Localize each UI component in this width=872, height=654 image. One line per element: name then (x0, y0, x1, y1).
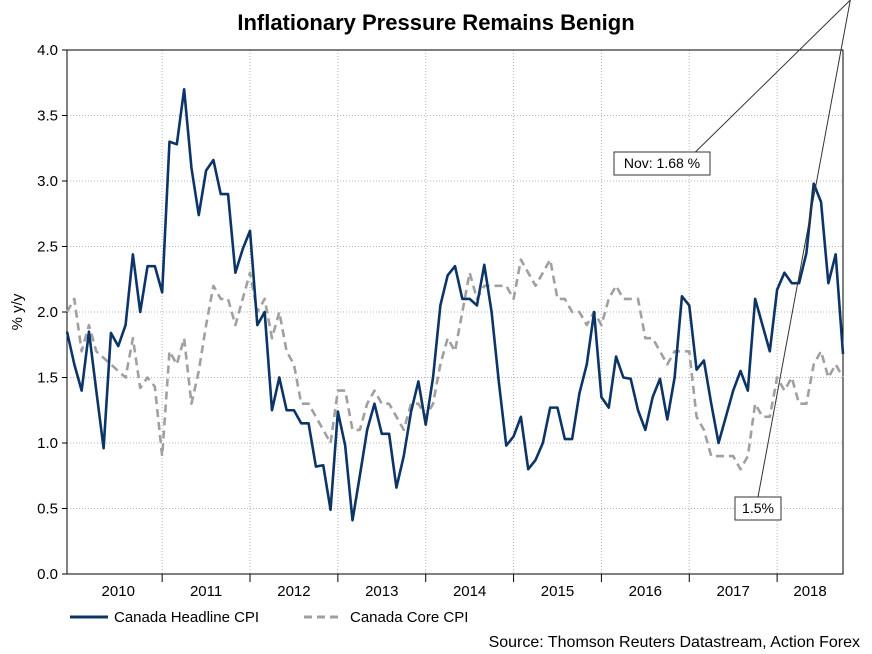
annotation-core-text: 1.5% (742, 500, 774, 516)
y-tick-label: 1.5 (37, 370, 58, 387)
x-tick-label: 2017 (717, 583, 750, 600)
y-tick-label: 2.0 (37, 304, 58, 321)
x-tick-label: 2016 (629, 583, 662, 600)
annotation-headline-leader (671, 0, 851, 176)
annotation-headline-box (613, 151, 711, 176)
x-tick-label: 2012 (277, 583, 310, 600)
series-core-cpi (65, 258, 845, 471)
y-tick-label: 2.5 (37, 239, 58, 256)
source-note: Source: Thomson Reuters Datastream, Acti… (489, 634, 860, 651)
y-tick-label: 3.5 (37, 108, 58, 125)
chart-title: Inflationary Pressure Remains Benign (237, 10, 634, 35)
y-tick-label: 3.0 (37, 173, 58, 190)
x-tick-label: 2015 (541, 583, 574, 600)
x-tick-label: 2010 (102, 583, 135, 600)
x-tick-label: 2011 (190, 583, 222, 600)
x-tick-label: 2018 (793, 583, 826, 600)
annotation-headline: Nov: 1.68 % (613, 0, 851, 176)
y-tick-label: 1.0 (37, 435, 58, 452)
series-headline-cpi (65, 88, 845, 522)
x-tick-label: 2013 (365, 583, 398, 600)
y-axis-label: % y/y (9, 293, 26, 330)
annotation-core-leader (757, 0, 851, 498)
gridlines (67, 50, 843, 574)
core-cpi-line (65, 258, 845, 471)
x-tick-label: 2014 (453, 583, 486, 600)
legend-label-headline: Canada Headline CPI (114, 609, 259, 626)
x-axis-ticks: 2010 2011 2012 2013 2014 2015 2016 2017 2018 (102, 574, 827, 600)
legend-label-core: Canada Core CPI (350, 609, 468, 626)
annotation-headline-text: Nov: 1.68 % (624, 155, 700, 171)
y-tick-label: 0.0 (37, 566, 58, 583)
y-tick-label: 4.0 (37, 42, 58, 59)
y-tick-label: 0.5 (37, 501, 58, 518)
plot-area-frame (66, 49, 844, 575)
annotation-core: 1.5% (734, 0, 851, 521)
headline-cpi-line (65, 88, 845, 522)
y-axis-ticks: 0.0 0.5 1.0 1.5 2.0 2.5 3.0 3.5 4.0 (37, 42, 67, 583)
annotation-core-box (734, 496, 782, 521)
legend: Canada Headline CPI Canada Core CPI (70, 609, 468, 626)
